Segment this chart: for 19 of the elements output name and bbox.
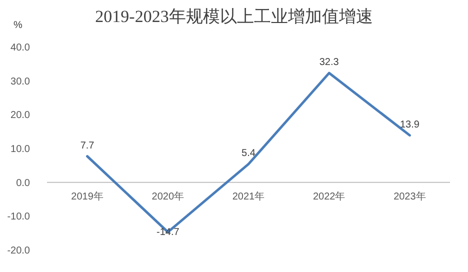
y-tick-label: 40.0: [10, 42, 30, 54]
data-label: 7.7: [80, 140, 95, 152]
x-tick-label: 2021年: [232, 190, 265, 202]
x-tick-label: 2022年: [312, 190, 346, 202]
data-label: 32.3: [319, 57, 340, 68]
y-tick-label: 10.0: [10, 144, 30, 155]
data-label: 13.9: [400, 119, 420, 130]
data-label: 5.4: [242, 148, 256, 160]
y-tick-label: -20.0: [7, 246, 30, 256]
x-tick-label: 2020年: [152, 190, 184, 202]
y-axis-title: %: [14, 20, 23, 31]
y-tick-label: 0.0: [16, 178, 30, 189]
x-tick-label: 2019年: [71, 190, 104, 202]
y-tick-label: -10.0: [7, 212, 30, 223]
x-tick-label: 2023年: [394, 190, 426, 202]
data-label: -14.7: [156, 227, 180, 238]
chart-title: 2019-2023年规模以上工业增加值增速: [95, 7, 373, 26]
y-tick-label: 20.0: [10, 110, 30, 122]
y-tick-label: 30.0: [10, 76, 30, 88]
